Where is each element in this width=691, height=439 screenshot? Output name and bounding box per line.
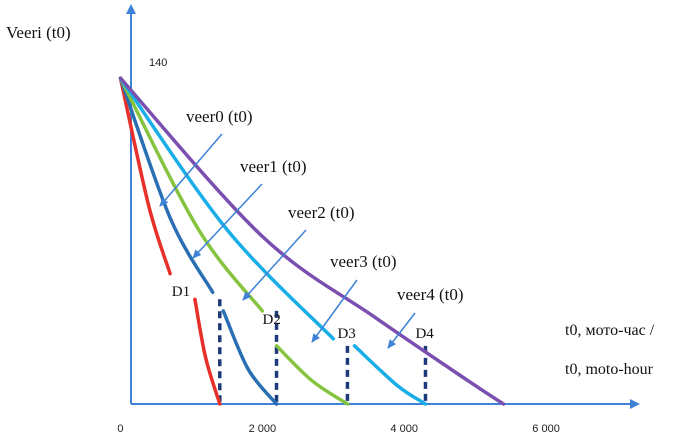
x-axis-label-line2: t0, moto-hour <box>565 361 654 378</box>
x-tick-label: 2 000 <box>249 423 277 435</box>
series-line <box>118 76 215 295</box>
series-line-reset <box>193 297 222 406</box>
series-pointer <box>242 229 307 301</box>
boundary-label: D1 <box>172 284 190 300</box>
boundary-label: D4 <box>415 326 434 342</box>
series-line <box>118 76 265 313</box>
series-label: veer0 (t0) <box>186 107 253 126</box>
series-line-reset <box>274 344 350 406</box>
series-pointer <box>159 133 223 207</box>
x-tick-label: 4 000 <box>390 423 418 435</box>
x-tick-label: 6 000 <box>532 423 560 435</box>
series-line-reset <box>221 309 279 406</box>
y-axis-label: Veeri (t0) <box>6 23 71 42</box>
series-label: veer2 (t0) <box>288 203 355 222</box>
series-pointer <box>311 279 358 343</box>
series-label: veer1 (t0) <box>240 157 307 176</box>
series-pointer <box>192 183 263 259</box>
y-start-label: 140 <box>149 57 167 69</box>
series-line <box>118 76 336 341</box>
boundary-label: D3 <box>337 326 355 342</box>
series-line-reset <box>352 344 428 406</box>
x-axis-label-line1: t0, мото-час / <box>565 322 655 339</box>
series-line <box>118 76 506 406</box>
boundary-label: D2 <box>263 312 281 328</box>
series-line <box>118 76 172 276</box>
x-tick-label: 0 <box>117 423 123 435</box>
series-label: veer3 (t0) <box>330 252 397 271</box>
series-pointer <box>387 312 416 349</box>
series-label: veer4 (t0) <box>397 285 464 304</box>
